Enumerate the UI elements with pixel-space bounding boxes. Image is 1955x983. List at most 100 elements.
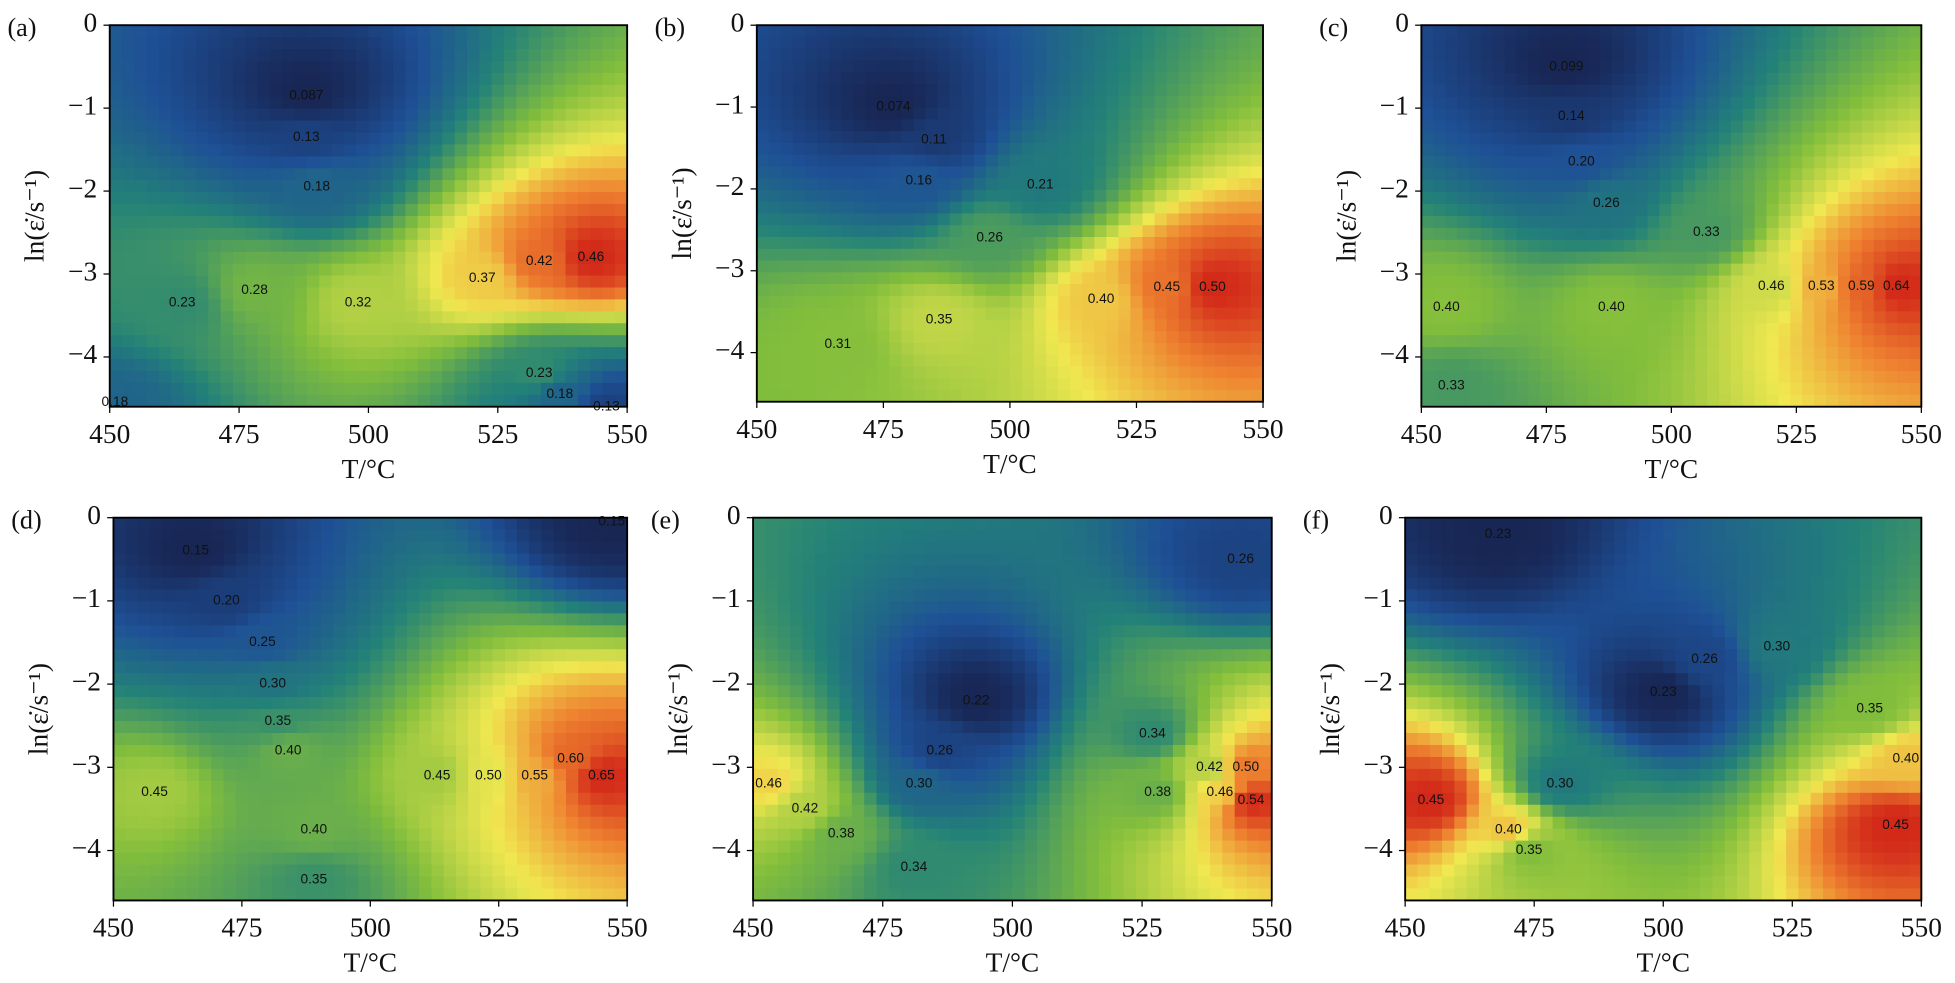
heat-cell <box>220 215 234 229</box>
heat-cell <box>528 204 542 217</box>
heat-cell <box>294 180 308 193</box>
heat-cell <box>1516 96 1530 110</box>
heat-cell <box>454 394 468 408</box>
heat-cell <box>1849 25 1863 38</box>
heat-cell <box>382 721 396 734</box>
heat-cell <box>109 275 123 289</box>
heat-cell <box>1623 156 1637 170</box>
heat-cell <box>1468 359 1482 372</box>
heat-cell <box>1433 37 1446 50</box>
heat-cell <box>792 60 806 74</box>
heat-cell <box>321 565 335 579</box>
heat-cell <box>973 260 987 274</box>
heat-cell <box>1730 335 1744 348</box>
heat-cell <box>245 204 259 217</box>
heat-cell <box>503 287 518 301</box>
heat-cell <box>1250 319 1264 332</box>
heat-cell <box>356 263 370 277</box>
heat-cell <box>1178 248 1192 262</box>
heat-cell <box>113 553 127 567</box>
heat-cell <box>913 48 927 62</box>
heat-cell <box>125 721 139 734</box>
heat-cell <box>211 685 225 698</box>
heat-cell <box>257 72 271 86</box>
heat-cell <box>272 673 286 686</box>
heat-cell <box>1814 227 1827 241</box>
heat-cell <box>973 236 987 250</box>
contour-label: 0.37 <box>469 270 496 285</box>
heat-cell <box>1226 319 1240 332</box>
heat-cell <box>1814 370 1827 384</box>
heat-cell <box>577 180 591 193</box>
heat-cell <box>1457 120 1470 134</box>
heat-cell <box>602 370 616 384</box>
heat-cell <box>528 96 542 110</box>
heat-cell <box>321 876 335 890</box>
heat-cell <box>1504 72 1518 86</box>
heat-cell <box>937 189 951 203</box>
heat-cell <box>195 108 210 122</box>
heat-cell <box>1718 37 1732 50</box>
heat-cell <box>528 132 542 146</box>
heat-cell <box>122 132 136 146</box>
heat-cell <box>503 335 518 348</box>
heat-cell <box>260 529 274 543</box>
heat-cell <box>1504 382 1518 396</box>
heat-cell <box>1009 248 1023 262</box>
heat-cell <box>1659 180 1673 193</box>
heat-cell <box>1250 295 1264 309</box>
heat-cell <box>442 144 456 158</box>
heat-cell <box>345 553 359 567</box>
heat-cell <box>1070 48 1083 62</box>
heat-cell <box>1238 236 1252 250</box>
heat-cell <box>208 359 222 372</box>
heat-cell <box>211 780 225 794</box>
heat-cell <box>257 323 271 336</box>
heat-cell <box>1564 287 1577 301</box>
heat-cell <box>146 60 160 74</box>
heat-cell <box>1873 192 1887 205</box>
heat-cell <box>949 307 963 321</box>
heat-cell <box>199 661 213 674</box>
x-axis-label: T/°C <box>342 454 396 484</box>
y-axis-label: ln(ε̇/s⁻¹) <box>667 167 697 259</box>
heat-cell <box>973 248 987 262</box>
heat-cell <box>780 366 794 379</box>
heat-cell <box>419 792 433 806</box>
heat-cell <box>1214 284 1228 297</box>
heat-cell <box>223 685 237 698</box>
heat-cell <box>356 215 370 229</box>
heat-cell <box>1154 225 1168 238</box>
heat-cell <box>333 649 347 662</box>
heat-cell <box>380 192 394 205</box>
heat-cell <box>466 227 481 241</box>
heat-cell <box>235 673 249 686</box>
heat-cell <box>1528 335 1542 348</box>
heat-cell <box>368 227 382 241</box>
heat-cell <box>1445 108 1458 122</box>
heat-cell <box>294 204 308 217</box>
heat-cell <box>516 347 530 360</box>
heat-cell <box>113 661 127 674</box>
heat-cell <box>1838 180 1851 193</box>
heat-cell <box>1623 382 1637 396</box>
heat-cell <box>208 263 222 277</box>
heat-cell <box>442 60 456 74</box>
heat-cell <box>1034 154 1047 168</box>
heat-cell <box>220 239 234 253</box>
heat-cell <box>431 517 445 531</box>
heat-cell <box>1094 272 1108 285</box>
heat-cell <box>602 37 616 50</box>
heat-cell <box>183 108 197 122</box>
heat-cell <box>146 49 160 62</box>
heat-cell <box>272 685 286 698</box>
heat-cell <box>247 613 261 627</box>
heat-cell <box>1142 72 1156 85</box>
heat-cell <box>195 394 210 408</box>
heat-cell <box>1683 370 1696 384</box>
heat-cell <box>1599 132 1613 146</box>
heat-cell <box>247 553 261 567</box>
heat-cell <box>768 107 782 121</box>
heat-cell <box>1516 215 1530 229</box>
heat-cell <box>382 601 396 615</box>
